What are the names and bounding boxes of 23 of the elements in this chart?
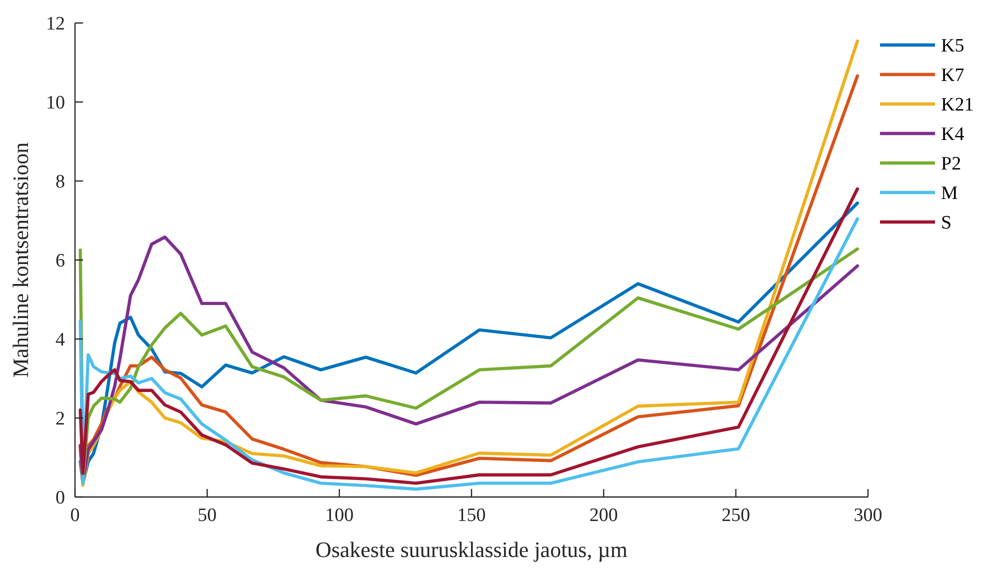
x-tick-label: 150 <box>457 505 486 526</box>
legend-label: P2 <box>941 154 962 175</box>
legend-label: K5 <box>941 36 964 57</box>
y-tick-label: 10 <box>46 92 65 114</box>
x-tick-label: 100 <box>325 505 354 526</box>
x-tick-label: 50 <box>198 505 217 526</box>
x-tick-label: 300 <box>854 505 882 526</box>
x-tick-label: 200 <box>589 505 618 526</box>
x-tick-label: 250 <box>722 505 750 526</box>
legend-label: M <box>941 183 958 204</box>
legend-label: K4 <box>941 124 965 146</box>
y-tick-label: 4 <box>56 330 66 351</box>
y-tick-label: 12 <box>46 14 65 35</box>
legend-label: S <box>941 212 952 234</box>
legend-label: K7 <box>941 65 964 86</box>
x-axis-title: Osakeste suurusklasside jaotus, µm <box>315 537 628 562</box>
y-tick-label: 0 <box>56 488 65 509</box>
y-tick-label: 8 <box>56 172 65 193</box>
x-tick-label: 0 <box>70 505 80 526</box>
legend-label: K21 <box>941 94 974 116</box>
y-tick-label: 6 <box>56 250 65 272</box>
y-axis-title: Mahuline kontsentratsioon <box>8 142 33 378</box>
y-tick-label: 2 <box>56 408 65 430</box>
